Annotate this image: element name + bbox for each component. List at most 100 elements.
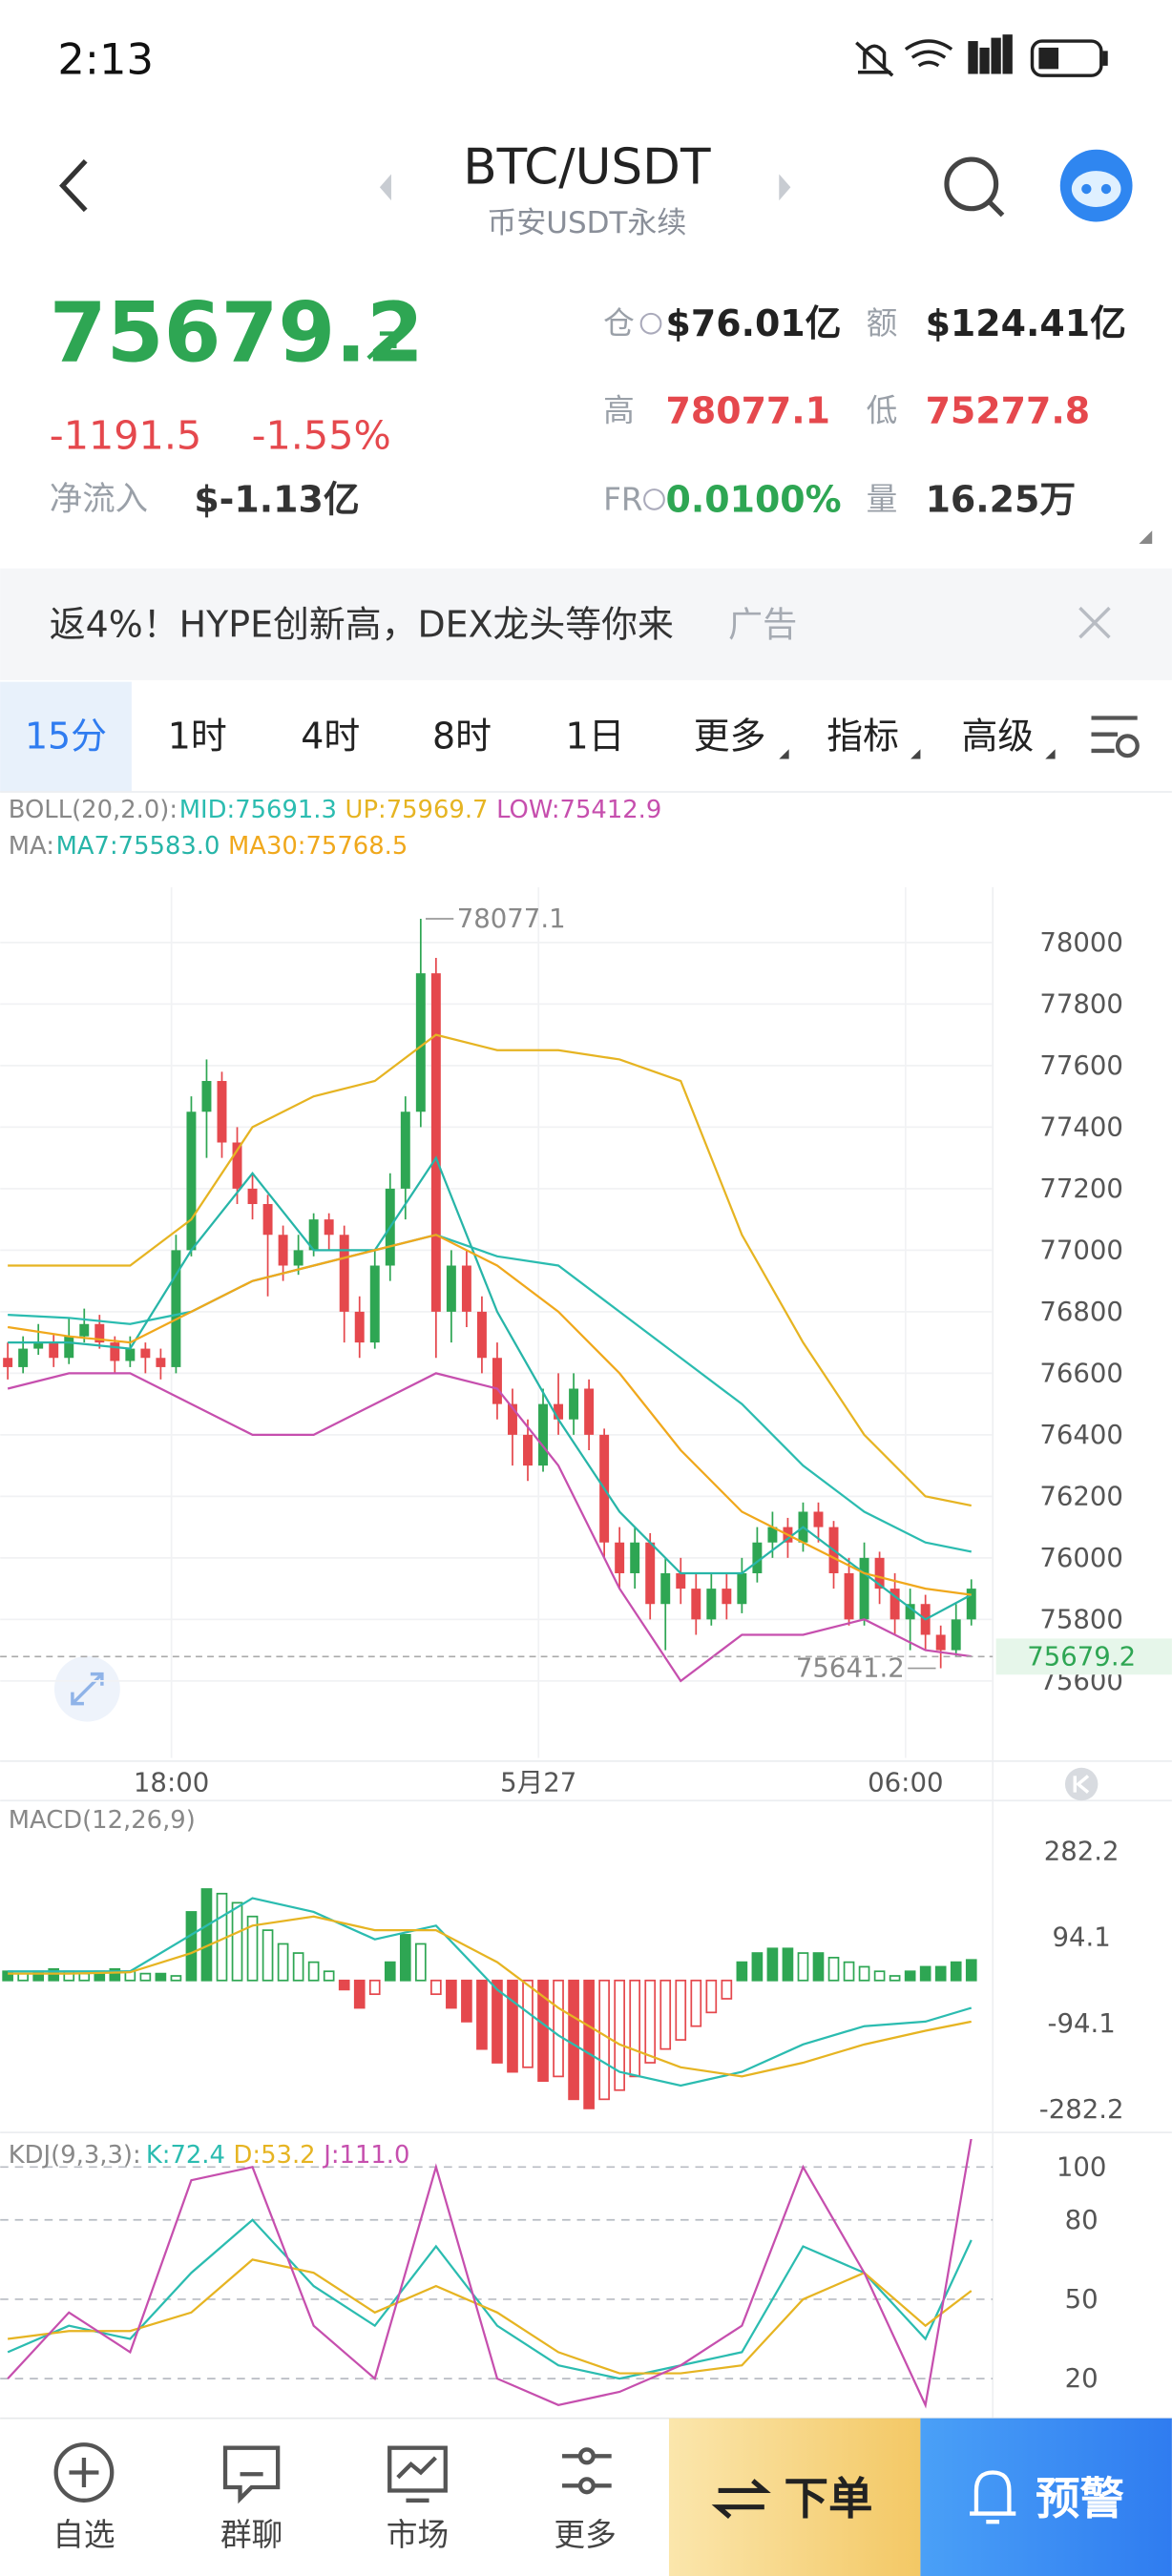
tab[interactable]: 高级 (961, 715, 1034, 757)
pair-title[interactable]: BTC/USDT (463, 139, 711, 197)
stat-label: 量 (867, 481, 898, 517)
order-button[interactable] (668, 2418, 921, 2576)
nav-item[interactable]: 群聊 (220, 2517, 283, 2553)
search-button[interactable] (944, 156, 1005, 218)
chart-panel (0, 2138, 994, 2409)
indicator-line (7, 2218, 973, 2380)
legend: KDJ(9,3,3): K:72.4 D:53.2 J:111.0 (9, 2141, 410, 2170)
candle-body (492, 1358, 502, 1404)
macd-bar (384, 1961, 396, 1982)
candle-body (905, 1604, 915, 1620)
ad-text[interactable]: 返4%！HYPE创新高，DEX龙头等你来 (50, 603, 674, 645)
candle-body (722, 1589, 732, 1605)
macd-bar (323, 1970, 335, 1982)
macd-bar (950, 1961, 962, 1982)
legend-title: KDJ(9,3,3): (9, 2141, 141, 2170)
macd-bar (507, 1979, 518, 2073)
ad-bar[interactable] (0, 568, 1172, 680)
macd-bar (185, 1911, 198, 1982)
next-pair[interactable] (779, 174, 791, 201)
fullscreen-button[interactable] (53, 1655, 120, 1722)
tab[interactable]: 更多 (694, 715, 766, 757)
order-icon (711, 2479, 771, 2519)
candle-body (217, 1081, 227, 1143)
macd-bar (889, 1975, 901, 1982)
candle-body (354, 1311, 365, 1343)
macd-bar (736, 1961, 748, 1982)
y-tick-label: -282.2 (1039, 2094, 1124, 2125)
macd-bar (614, 1979, 625, 2091)
candle-body (201, 1081, 212, 1112)
candle-body (476, 1311, 487, 1359)
macd-bar (858, 1965, 870, 1982)
info-icon[interactable] (639, 312, 662, 335)
macd-bar (843, 1961, 855, 1982)
y-tick-label: 100 (1057, 2151, 1107, 2182)
back-button[interactable] (59, 158, 88, 213)
y-tick-label: 75800 (1039, 1604, 1123, 1634)
candle-body (308, 1219, 319, 1251)
candle-body (156, 1358, 166, 1367)
candle-body (18, 1348, 29, 1367)
stat-label: 仓 (603, 305, 635, 342)
status-icons (855, 34, 1108, 77)
macd-bar (430, 1979, 442, 1996)
indicator-line (7, 2258, 973, 2375)
y-tick-label: 50 (1065, 2284, 1099, 2315)
stat-label: 额 (867, 305, 898, 342)
macd-bar (797, 1952, 809, 1982)
tab[interactable]: 4时 (301, 715, 360, 757)
indicator-line (7, 1372, 972, 1683)
price-change: -1191.5 (50, 412, 201, 458)
indicator-line (8, 1234, 972, 1553)
y-tick-label: 76400 (1039, 1420, 1123, 1450)
tab[interactable]: 8时 (432, 715, 492, 757)
prev-pair[interactable] (379, 174, 391, 201)
macd-bar (231, 1901, 243, 1982)
tab[interactable]: 1日 (565, 715, 624, 757)
status-time: 2:13 (57, 33, 154, 84)
indicator-line (8, 1033, 972, 1507)
reset-button[interactable] (1064, 1767, 1099, 1801)
tab[interactable]: 1时 (168, 715, 227, 757)
alert-button[interactable] (920, 2418, 1172, 2576)
candle-body (874, 1557, 885, 1589)
macd-bar (644, 1979, 657, 2064)
stat-value: $76.01亿 (666, 302, 842, 344)
info-icon[interactable] (643, 488, 665, 510)
candle-body (935, 1634, 946, 1651)
tab[interactable]: 指标 (827, 715, 899, 757)
ad-close[interactable] (1078, 606, 1111, 639)
candle-body (752, 1542, 763, 1573)
y-tick-label: 76600 (1039, 1358, 1123, 1388)
candle-body (79, 1323, 90, 1337)
y-tick-label: 77000 (1039, 1235, 1123, 1265)
x-tick-label: 5月27 (500, 1767, 576, 1797)
macd-bar (659, 1979, 672, 2050)
candle-body (140, 1348, 151, 1359)
macd-bar (782, 1947, 794, 1982)
y-tick-label: 77400 (1039, 1111, 1123, 1142)
chart-settings[interactable] (1091, 716, 1140, 758)
candle-body (186, 1111, 197, 1251)
nav-item[interactable]: 自选 (52, 2517, 115, 2553)
macd-bar (904, 1970, 916, 1982)
candle-body (844, 1572, 854, 1620)
tab[interactable]: 15分 (25, 715, 107, 757)
nav-item[interactable]: 更多 (554, 2517, 616, 2553)
candle-body (889, 1589, 900, 1620)
assistant-button[interactable] (1059, 149, 1133, 222)
expand-corner[interactable] (1139, 530, 1153, 544)
y-tick-label: 94.1 (1052, 1922, 1110, 1953)
alert-label[interactable]: 预警 (1036, 2473, 1124, 2524)
macd-bar (414, 1942, 427, 1982)
legend-title: BOLL(20,2.0): (9, 796, 178, 824)
charts: 7560075800760007620076400766007680077000… (0, 796, 1172, 2409)
stat-value: 78077.1 (666, 389, 831, 431)
macd-bar (919, 1965, 931, 1982)
legend-entry: K:72.4 (146, 2141, 225, 2170)
order-label[interactable]: 下单 (784, 2473, 872, 2524)
nav-item[interactable]: 市场 (387, 2517, 449, 2553)
candle-body (3, 1358, 13, 1367)
candle-body (369, 1265, 380, 1343)
